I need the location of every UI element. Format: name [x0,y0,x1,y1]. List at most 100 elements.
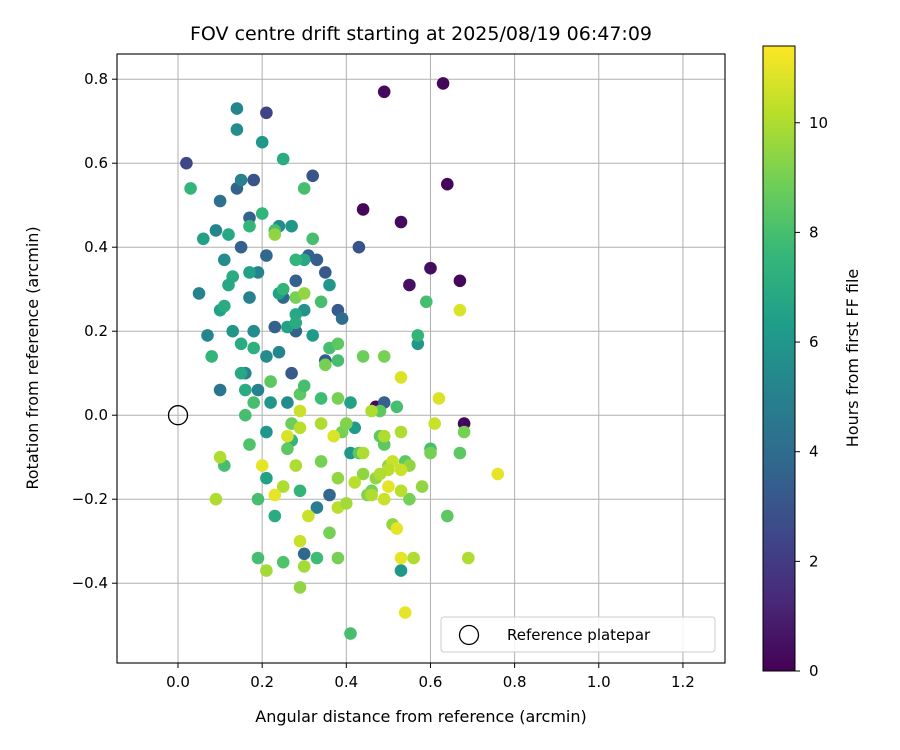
colorbar: 0 2 4 6 8 10 Hours from first FF file [762,45,862,680]
y-axis-label: Rotation from reference (arcmin) [23,226,42,489]
scatter-point [260,106,273,120]
scatter-point [268,320,282,334]
scatter-point [428,417,442,430]
scatter-point [453,303,467,317]
y-tick-label: 0.6 [84,154,108,172]
scatter-point [356,350,370,363]
scatter-point [306,232,320,246]
scatter-point [331,354,345,367]
scatter-point [289,459,303,472]
scatter-point [297,560,311,573]
y-tick-label: 0.8 [84,70,108,88]
scatter-point [281,396,294,409]
scatter-point [213,194,227,208]
y-tick-label: 0.4 [84,238,108,256]
colorbar-gradient [762,45,796,672]
scatter-point [297,182,311,195]
plot-frame [116,53,726,664]
scatter-point [331,392,345,405]
scatter-point [247,341,260,355]
scatter-point [276,282,290,296]
scatter-point [403,278,416,292]
scatter-point [293,421,307,435]
scatter-point [251,492,265,506]
scatter-point [226,324,239,338]
scatter-point [230,102,244,115]
scatter-point [394,564,408,577]
colorbar-label: Hours from first FF file [843,269,862,448]
scatter-point [264,396,277,409]
scatter-point [314,455,328,468]
scatter-point [234,173,248,187]
scatter-point [281,429,294,443]
scatter-point [340,497,353,510]
scatter-point [255,459,269,472]
scatter-point [394,463,408,477]
colorbar-tick-label: 10 [809,114,828,132]
scatter-point [314,417,328,430]
scatter-point [344,396,357,409]
scatter-point [285,219,298,233]
y-tick-label: −0.4 [72,574,108,592]
scatter-point [327,429,341,443]
scatter-point [285,366,298,380]
scatter-point [234,366,248,380]
scatter-point [293,404,307,418]
scatter-point [415,480,429,493]
scatter-point [306,329,320,342]
scatter-point [293,534,307,548]
scatter-point [197,232,210,246]
scatter-point [243,438,256,451]
y-axis-ticks: −0.4 −0.2 0.0 0.2 0.4 0.6 0.8 [72,70,117,592]
scatter-point [377,350,391,363]
legend-box [440,616,716,653]
scatter-point [310,501,324,514]
scatter-point [184,182,197,195]
scatter-point [340,417,353,430]
scatter-point [390,400,404,414]
scatter-point [289,253,303,267]
scatter-point [218,299,231,313]
scatter-points [167,77,505,640]
scatter-point [213,450,227,464]
scatter-point [297,379,311,393]
scatter-point [297,287,311,300]
scatter-point [222,228,235,241]
reference-platepar-marker [167,405,189,426]
scatter-point [281,442,294,456]
scatter-point [247,324,260,338]
scatter-point [398,606,412,619]
scatter-point [314,392,328,405]
scatter-point [218,253,231,267]
scatter-point [260,471,273,485]
scatter-point [310,551,324,565]
scatter-point [394,551,408,565]
scatter-point [491,467,505,481]
y-tick-label: 0.0 [84,406,108,424]
scatter-point [373,467,387,481]
scatter-point [243,291,256,304]
x-tick-label: 0.6 [419,673,443,691]
scatter-point [390,522,404,535]
scatter-point [314,295,328,309]
scatter-point [411,329,425,342]
scatter-point [251,383,265,397]
colorbar-tick-label: 4 [809,443,819,461]
scatter-point [209,224,223,237]
scatter-point [407,551,420,565]
scatter-point [260,249,273,262]
scatter-point [293,484,307,498]
scatter-point [276,555,290,569]
scatter-point [180,156,193,170]
scatter-point [424,446,437,460]
scatter-point [352,240,366,254]
scatter-point [272,345,286,359]
scatter-point [356,467,370,481]
colorbar-tick-label: 2 [809,552,819,570]
scatter-point [420,295,433,309]
scatter-point [239,383,252,397]
scatter-point [319,266,332,279]
scatter-point [276,152,290,166]
scatter-point [243,219,256,233]
scatter-point [344,627,357,640]
